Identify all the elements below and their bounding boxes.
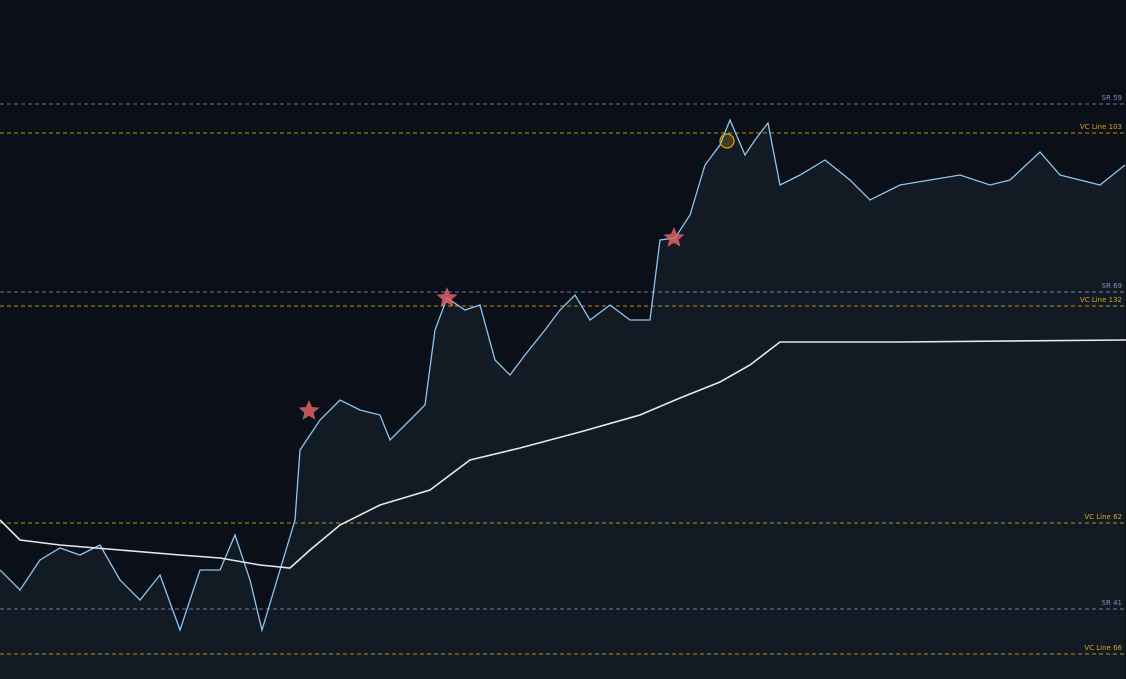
star-marker [663, 227, 685, 247]
level-label: SR 69 [1102, 282, 1122, 290]
level-label: SR 59 [1102, 94, 1122, 102]
star-marker [298, 400, 320, 420]
level-label: VC Line 103 [1080, 123, 1122, 131]
line [0, 118, 1126, 633]
line [0, 339, 1126, 569]
level-label: VC Line 62 [1084, 513, 1122, 521]
circle-marker [719, 133, 735, 149]
level-label: VC Line 132 [1080, 296, 1122, 304]
level-label: VC Line 66 [1084, 644, 1122, 652]
star-marker [436, 287, 458, 307]
level-label: SR 41 [1102, 599, 1122, 607]
area [0, 120, 1125, 679]
